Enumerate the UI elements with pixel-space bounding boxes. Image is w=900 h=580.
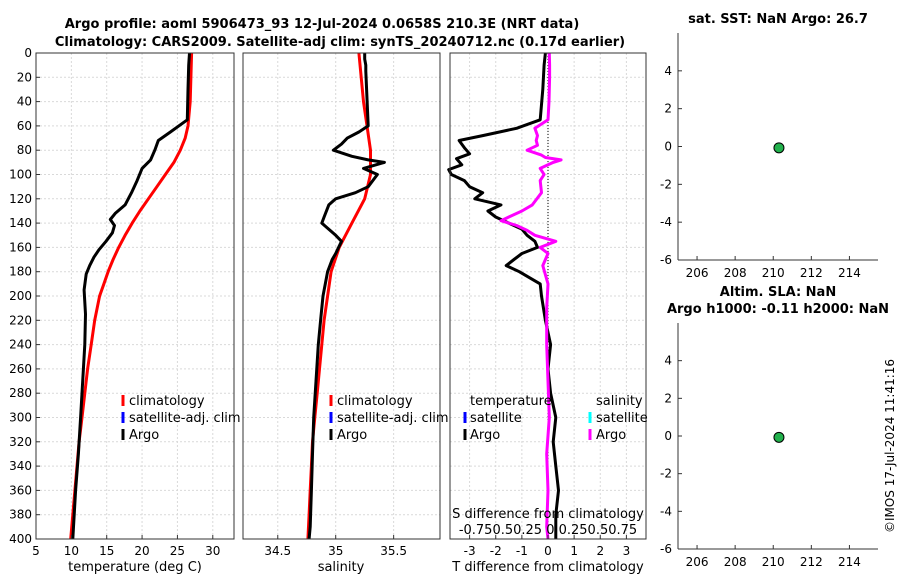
sst-panel: -6 -4 -2 0 2 4 206 208 210 212 214 — [660, 33, 878, 280]
x-tick-label: 214 — [838, 555, 861, 569]
y-tick-label: -2 — [660, 467, 672, 481]
x-tick-label: 1 — [570, 544, 578, 558]
sla-panel: -6 -4 -2 0 2 4 206 208 210 212 214 — [660, 323, 878, 569]
legend-temperature-title: temperature — [470, 394, 552, 409]
temperature-legend: climatology satellite-adj. clim Argo — [121, 394, 241, 443]
x-tick-label: 34.5 — [264, 544, 291, 558]
salinity-xlabel: salinity — [318, 560, 365, 575]
y-tick-label: 200 — [9, 289, 32, 303]
salinity-panel: 34.5 35 35.5 — [242, 52, 441, 558]
y-tick-label: 2 — [664, 102, 672, 116]
y-tick-label: 340 — [9, 459, 32, 473]
x-tick-label: 15 — [99, 544, 114, 558]
legend-s-satellite-label: satellite — [596, 411, 648, 426]
axes-box — [242, 52, 441, 540]
series-salinity-argo-line — [499, 52, 563, 540]
series-argo-line — [71, 52, 191, 540]
x-tick-label: 206 — [686, 266, 709, 280]
x-tick-label: 3 — [623, 544, 631, 558]
x-tick-label: 35 — [328, 544, 343, 558]
temperature-panel: 5 10 15 20 25 3002040608010012014016018020022… — [9, 46, 235, 558]
temperature-xlabel: temperature (deg C) — [68, 560, 202, 575]
sla-title-line1: Altim. SLA: NaN — [720, 285, 836, 300]
y-tick-label: -4 — [660, 215, 672, 229]
legend-satellite-label: satellite-adj. clim — [337, 411, 449, 426]
y-tick-label: 160 — [9, 240, 32, 254]
sst-title: sat. SST: NaN Argo: 26.7 — [688, 12, 868, 27]
y-tick-label: 80 — [17, 143, 32, 157]
y-tick-label: 60 — [17, 119, 32, 133]
x-tick-label: 35.5 — [380, 544, 407, 558]
y-tick-label: -4 — [660, 504, 672, 518]
y-tick-label: 20 — [17, 70, 32, 84]
x-tick-label: 10 — [64, 544, 79, 558]
x-tick-label: 25 — [170, 544, 185, 558]
legend-salinity-title: salinity — [596, 394, 643, 409]
y-tick-label: 360 — [9, 483, 32, 497]
x-tick-label: 208 — [724, 555, 747, 569]
y-tick-label: 0 — [664, 140, 672, 154]
x-tick-label: 2 — [596, 544, 604, 558]
x-tick-label: 212 — [800, 266, 823, 280]
x-tick-label: -2 — [490, 544, 502, 558]
difference-s-ticklabels: -0.750.50.25 0 0.250.50.75 — [459, 523, 637, 538]
x-tick-label: 30 — [205, 544, 220, 558]
legend-satellite-label: satellite-adj. clim — [129, 411, 241, 426]
y-tick-label: 4 — [664, 354, 672, 368]
y-tick-label: 380 — [9, 508, 32, 522]
legend-argo-label: Argo — [337, 428, 367, 443]
legend-t-satellite-label: satellite — [470, 411, 522, 426]
y-tick-label: 40 — [17, 95, 32, 109]
x-tick-label: 212 — [800, 555, 823, 569]
y-tick-label: 0 — [24, 46, 32, 60]
main-title-line1: Argo profile: aoml 5906473_93 12-Jul-202… — [65, 17, 580, 32]
y-tick-label: -6 — [660, 542, 672, 556]
y-tick-label: 400 — [9, 532, 32, 546]
y-tick-label: 120 — [9, 192, 32, 206]
y-tick-label: 260 — [9, 362, 32, 376]
x-tick-label: 5 — [32, 544, 40, 558]
y-tick-label: 280 — [9, 386, 32, 400]
x-tick-label: 214 — [838, 266, 861, 280]
y-tick-label: 140 — [9, 216, 32, 230]
difference-s-xlabel: S difference from climatology — [452, 507, 644, 522]
legend-s-argo-label: Argo — [596, 428, 626, 443]
x-tick-label: 20 — [134, 544, 149, 558]
y-tick-label: 300 — [9, 411, 32, 425]
data-point-marker — [773, 142, 785, 154]
legend-t-argo-label: Argo — [470, 428, 500, 443]
series-argo-line — [307, 53, 386, 540]
difference-legend: temperature satellite Argo salinity sate… — [463, 394, 648, 443]
x-tick-label: 206 — [686, 555, 709, 569]
main-title-line2: Climatology: CARS2009. Satellite-adj cli… — [55, 35, 625, 50]
legend-climatology-label: climatology — [337, 394, 413, 409]
x-tick-label: -1 — [516, 544, 528, 558]
y-tick-label: -2 — [660, 177, 672, 191]
y-tick-label: -6 — [660, 253, 672, 267]
timestamp: ©IMOS 17-Jul-2024 11:41:16 — [883, 359, 897, 533]
salinity-legend: climatology satellite-adj. clim Argo — [329, 394, 449, 443]
y-tick-label: 4 — [664, 64, 672, 78]
difference-panel: -3 -2 -1 0 1 2 3 — [447, 52, 647, 558]
sla-title-line2: Argo h1000: -0.11 h2000: NaN — [667, 302, 889, 317]
legend-argo-label: Argo — [129, 428, 159, 443]
y-tick-label: 100 — [9, 168, 32, 182]
legend-climatology-label: climatology — [129, 394, 205, 409]
x-tick-label: 0 — [544, 544, 552, 558]
x-tick-label: 208 — [724, 266, 747, 280]
difference-xlabel: T difference from climatology — [451, 560, 644, 575]
x-tick-label: -3 — [464, 544, 476, 558]
x-tick-label: 210 — [762, 555, 785, 569]
y-tick-label: 2 — [664, 391, 672, 405]
y-tick-label: 180 — [9, 265, 32, 279]
y-tick-label: 320 — [9, 435, 32, 449]
y-tick-label: 220 — [9, 313, 32, 327]
y-tick-label: 0 — [664, 429, 672, 443]
data-point-marker — [773, 431, 785, 443]
x-tick-label: 210 — [762, 266, 785, 280]
y-tick-label: 240 — [9, 338, 32, 352]
